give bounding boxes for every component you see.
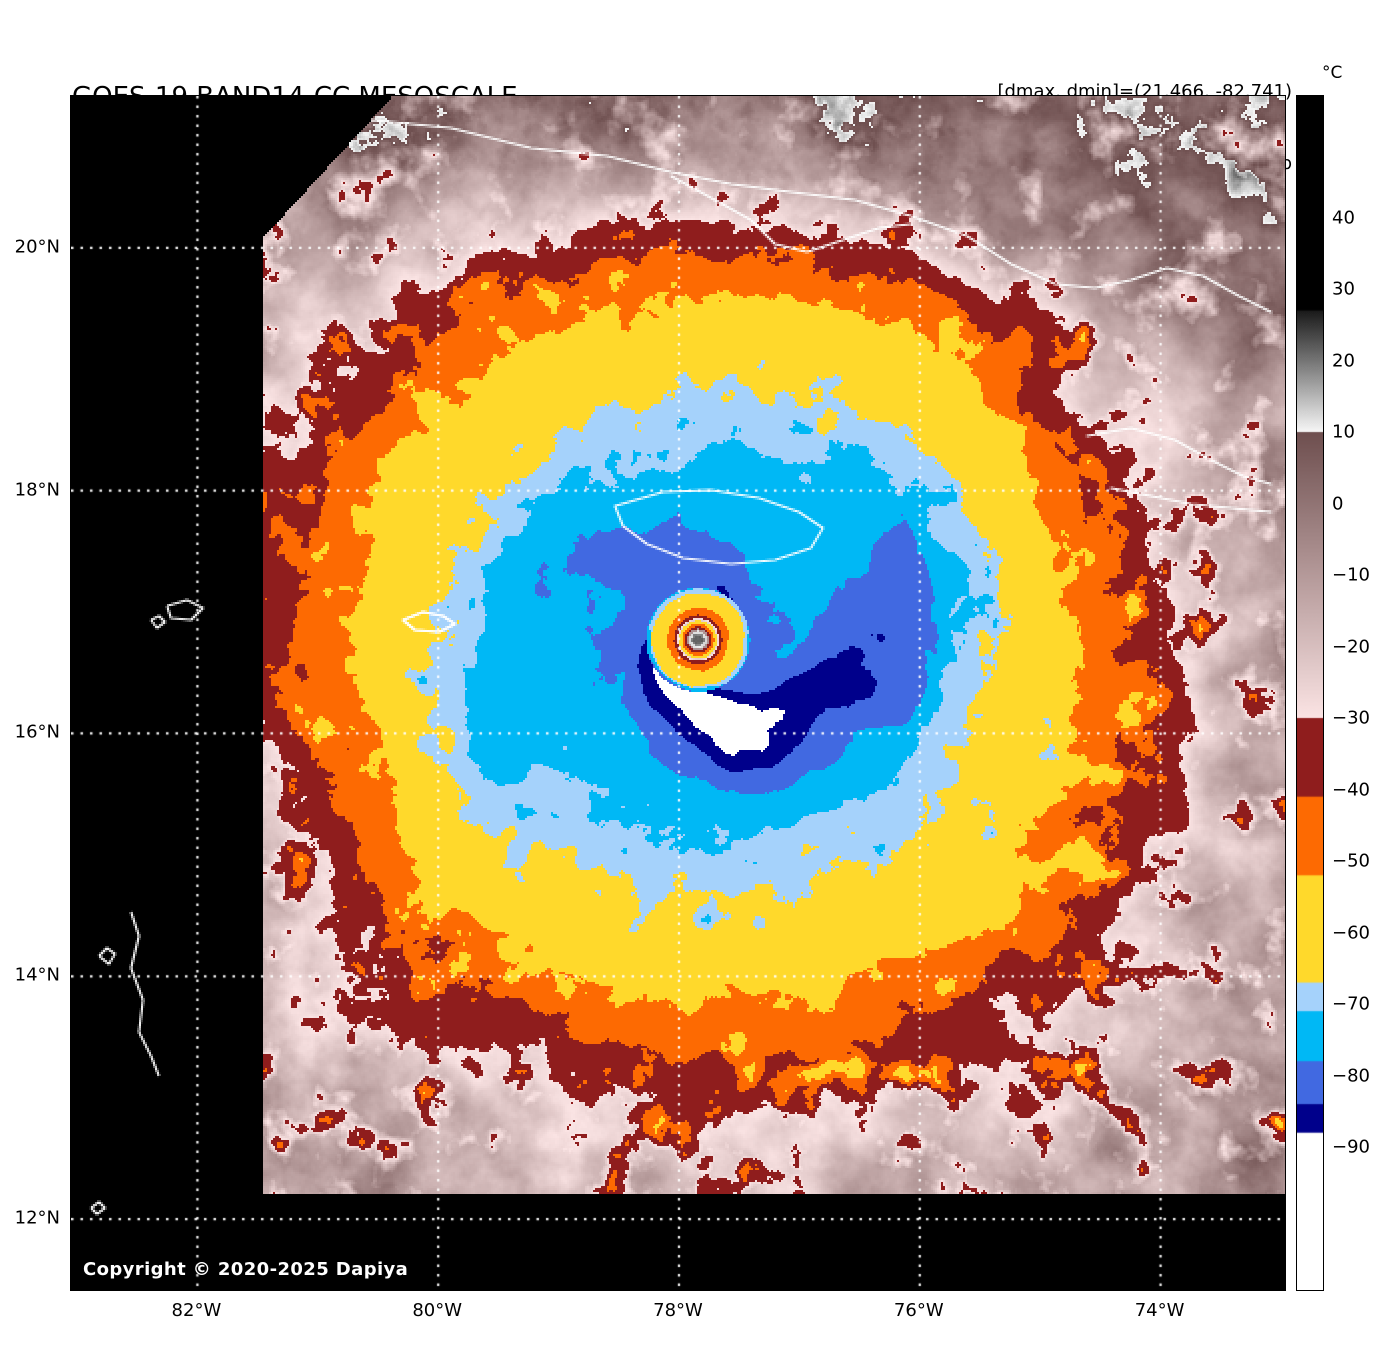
colorbar-units-label: °C	[1322, 63, 1343, 83]
colorbar-tick-label: 20	[1332, 350, 1355, 372]
longitude-tick-label: 74°W	[1134, 1300, 1185, 1321]
longitude-tick-label: 80°W	[412, 1300, 463, 1321]
colorbar-tick-label: −50	[1332, 850, 1370, 872]
colorbar-gradient	[1297, 96, 1323, 1290]
colorbar-tick-label: −30	[1332, 707, 1370, 729]
latitude-tick-label: 20°N	[14, 236, 60, 258]
colorbar-tick-label: −20	[1332, 636, 1370, 658]
colorbar-tick-label: −40	[1332, 779, 1370, 801]
colorbar-tick-label: −10	[1332, 564, 1370, 586]
colorbar-tick-label: −90	[1332, 1136, 1370, 1158]
colorbar-tick-label: 0	[1332, 493, 1344, 515]
latitude-tick-label: 12°N	[14, 1207, 60, 1229]
temperature-colorbar[interactable]	[1296, 95, 1324, 1291]
longitude-tick-label: 78°W	[653, 1300, 703, 1321]
colorbar-tick-label: 40	[1332, 207, 1355, 229]
latitude-tick-label: 14°N	[14, 964, 60, 986]
map-plot-area[interactable]: Copyright © 2020-2025 Dapiya	[70, 95, 1286, 1291]
latitude-tick-label: 18°N	[14, 479, 60, 501]
copyright-text: Copyright © 2020-2025 Dapiya	[83, 1259, 409, 1280]
colorbar-tick-label: 30	[1332, 278, 1355, 300]
longitude-tick-label: 76°W	[893, 1300, 944, 1321]
longitude-tick-label: 82°W	[171, 1300, 222, 1321]
latitude-tick-label: 16°N	[14, 721, 60, 743]
colorbar-tick-label: 10	[1332, 421, 1355, 443]
colorbar-tick-label: −70	[1332, 993, 1370, 1015]
colorbar-tick-label: −60	[1332, 922, 1370, 943]
satellite-imagery-canvas	[71, 96, 1285, 1290]
colorbar-tick-label: −80	[1332, 1065, 1370, 1086]
